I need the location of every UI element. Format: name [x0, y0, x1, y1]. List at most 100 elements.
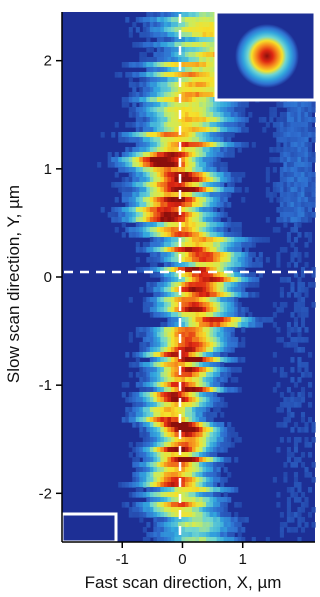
heatmap-cell [170, 17, 176, 23]
heatmap-cell [149, 392, 154, 398]
heatmap-cell [213, 162, 218, 168]
heatmap-cell [206, 82, 211, 88]
heatmap-cell [114, 197, 119, 203]
heatmap-cell [184, 132, 190, 138]
heatmap-cell [209, 97, 214, 103]
heatmap-cell [272, 227, 277, 233]
heatmap-cell [223, 222, 228, 228]
heatmap-cell [174, 62, 179, 68]
heatmap-cell [125, 187, 130, 193]
heatmap-cell [146, 297, 151, 303]
heatmap-cell [153, 142, 158, 148]
heatmap-cell [156, 442, 161, 448]
heatmap-cell [223, 102, 228, 108]
heatmap-cell [223, 162, 228, 168]
heatmap-cell [184, 152, 190, 158]
heatmap-cell [156, 172, 161, 178]
heatmap-cell [297, 487, 302, 493]
heatmap-cell [170, 407, 176, 413]
heatmap-cell [153, 477, 158, 483]
heatmap-cell [149, 87, 154, 93]
heatmap-cell [297, 162, 302, 168]
heatmap-cell [149, 187, 154, 193]
heatmap-cell [174, 322, 179, 328]
heatmap-cell [241, 117, 246, 123]
heatmap-cell [177, 117, 183, 123]
heatmap-cell [290, 342, 295, 348]
heatmap-cell [167, 162, 172, 168]
heatmap-cell [149, 212, 154, 218]
heatmap-cell [184, 387, 190, 393]
heatmap-cell [286, 292, 291, 298]
heatmap-cell [174, 392, 179, 398]
heatmap-cell [199, 317, 204, 323]
heatmap-cell [170, 487, 176, 493]
heatmap-cell [167, 192, 172, 198]
heatmap-cell [230, 307, 235, 313]
heatmap-cell [195, 102, 200, 108]
heatmap-cell [223, 427, 228, 433]
heatmap-cell [174, 282, 179, 288]
heatmap-cell [160, 72, 165, 78]
heatmap-cell [223, 347, 228, 353]
heatmap-cell [220, 367, 225, 373]
heatmap-cell [199, 382, 204, 388]
heatmap-cell [142, 342, 147, 348]
heatmap-cell [297, 117, 302, 123]
heatmap-cell [213, 202, 218, 208]
heatmap-cell [153, 17, 158, 23]
heatmap-cell [283, 477, 288, 483]
heatmap-cell [163, 137, 169, 143]
heatmap-cell [300, 317, 306, 323]
heatmap-cell [135, 137, 140, 143]
heatmap-cell [202, 447, 207, 453]
heatmap-cell [174, 272, 179, 278]
heatmap-cell [258, 237, 263, 243]
heatmap-cell [258, 317, 263, 323]
heatmap-cell [153, 302, 158, 308]
heatmap-cell [202, 367, 207, 373]
heatmap-cell [227, 257, 232, 263]
heatmap-cell [227, 112, 232, 118]
heatmap-cell [128, 492, 133, 498]
heatmap-cell [272, 147, 277, 153]
heatmap-cell [188, 467, 193, 473]
heatmap-cell [227, 367, 232, 373]
heatmap-cell [156, 427, 161, 433]
heatmap-cell [181, 162, 186, 168]
heatmap-cell [209, 42, 214, 48]
heatmap-cell [153, 472, 158, 478]
heatmap-cell [146, 422, 151, 428]
heatmap-cell [167, 402, 172, 408]
heatmap-cell [206, 427, 211, 433]
heatmap-cell [206, 77, 211, 83]
heatmap-cell [174, 427, 179, 433]
heatmap-cell [206, 117, 211, 123]
heatmap-cell [206, 297, 211, 303]
heatmap-cell [149, 312, 154, 318]
heatmap-cell [209, 27, 214, 33]
heatmap-cell [174, 317, 179, 323]
heatmap-cell [195, 142, 200, 148]
heatmap-cell [220, 192, 225, 198]
heatmap-cell [163, 292, 169, 298]
heatmap-cell [132, 477, 137, 483]
heatmap-cell [184, 82, 190, 88]
heatmap-cell [163, 252, 169, 258]
heatmap-cell [195, 377, 200, 383]
heatmap-cell [153, 282, 158, 288]
heatmap-cell [234, 337, 239, 343]
heatmap-cell [279, 302, 284, 308]
heatmap-cell [188, 62, 193, 68]
heatmap-cell [199, 92, 204, 98]
heatmap-cell [149, 472, 154, 478]
heatmap-cell [142, 72, 147, 78]
heatmap-cell [149, 197, 154, 203]
heatmap-cell [216, 347, 221, 353]
heatmap-cell [188, 502, 193, 508]
heatmap-cell [132, 72, 137, 78]
heatmap-cell [286, 237, 291, 243]
heatmap-cell [195, 327, 200, 333]
heatmap-cell [170, 352, 176, 358]
heatmap-cell [181, 412, 186, 418]
